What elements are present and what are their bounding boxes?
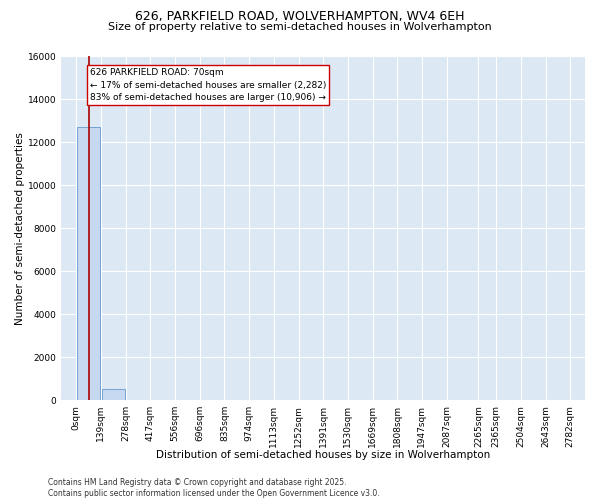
Text: Contains HM Land Registry data © Crown copyright and database right 2025.
Contai: Contains HM Land Registry data © Crown c… [48,478,380,498]
X-axis label: Distribution of semi-detached houses by size in Wolverhampton: Distribution of semi-detached houses by … [156,450,490,460]
Text: Size of property relative to semi-detached houses in Wolverhampton: Size of property relative to semi-detach… [108,22,492,32]
Y-axis label: Number of semi-detached properties: Number of semi-detached properties [15,132,25,324]
Bar [77,127,100,400]
Text: 626, PARKFIELD ROAD, WOLVERHAMPTON, WV4 6EH: 626, PARKFIELD ROAD, WOLVERHAMPTON, WV4 … [135,10,465,23]
Text: 626 PARKFIELD ROAD: 70sqm
← 17% of semi-detached houses are smaller (2,282)
83% : 626 PARKFIELD ROAD: 70sqm ← 17% of semi-… [90,68,326,102]
Bar [102,390,125,400]
